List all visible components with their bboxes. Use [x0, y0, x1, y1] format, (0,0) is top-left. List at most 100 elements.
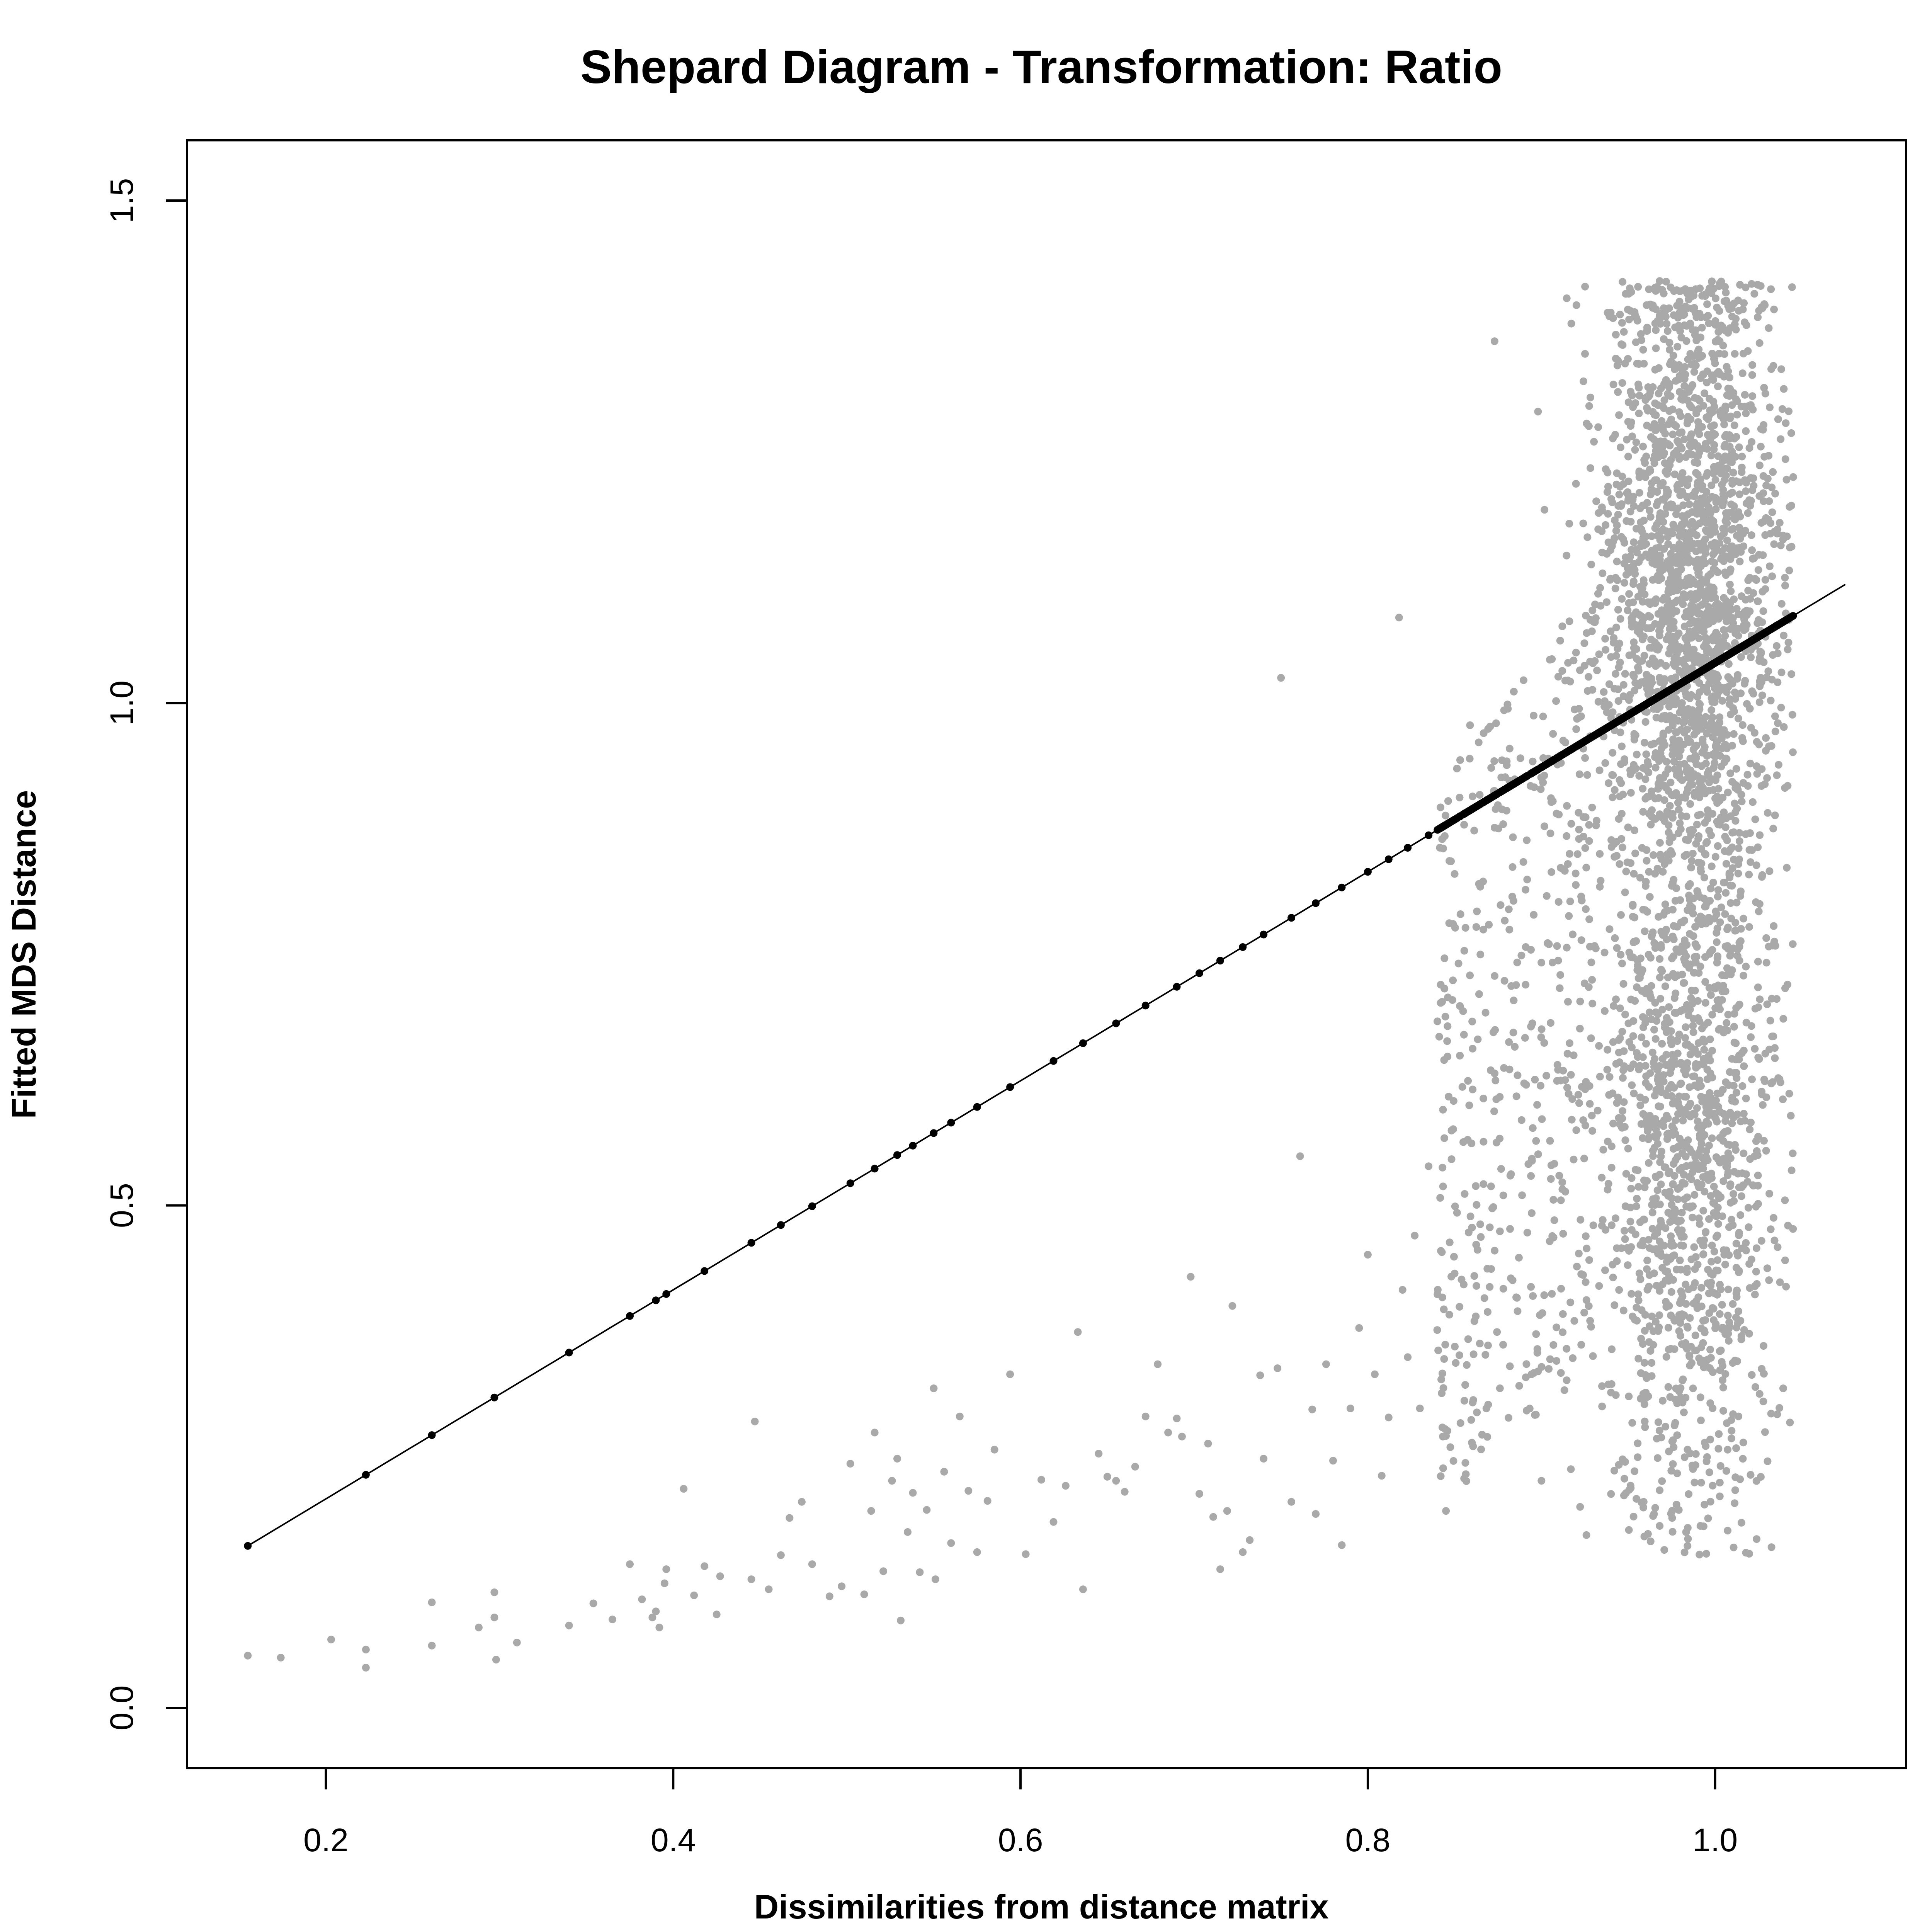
- observed-point: [1675, 1166, 1684, 1174]
- observed-point: [1658, 1005, 1667, 1014]
- observed-point: [1613, 852, 1621, 860]
- observed-point: [1509, 1029, 1517, 1037]
- observed-point: [751, 1417, 759, 1425]
- observed-point: [1580, 377, 1587, 385]
- observed-point: [662, 1565, 670, 1573]
- observed-point: [1681, 512, 1689, 520]
- observed-point: [1660, 782, 1668, 790]
- observed-point: [1704, 769, 1712, 777]
- observed-point: [1209, 1513, 1217, 1521]
- observed-point: [1755, 698, 1764, 706]
- observed-point: [1684, 1524, 1692, 1532]
- observed-point: [1782, 419, 1790, 427]
- observed-point: [1728, 1434, 1735, 1442]
- observed-point: [1511, 1043, 1519, 1051]
- observed-point: [1487, 764, 1495, 772]
- observed-point: [1776, 519, 1784, 527]
- observed-point: [1647, 1015, 1655, 1023]
- observed-point: [956, 1412, 964, 1420]
- observed-point: [490, 1613, 498, 1621]
- observed-point: [1740, 299, 1748, 307]
- observed-point: [1645, 1135, 1653, 1143]
- observed-point: [1666, 1393, 1674, 1401]
- observed-point: [1600, 688, 1608, 696]
- observed-point: [1690, 628, 1698, 636]
- observed-point: [1690, 723, 1698, 731]
- observed-point: [1671, 765, 1679, 773]
- observed-point: [1740, 1326, 1748, 1334]
- observed-point: [1687, 1161, 1695, 1169]
- observed-point: [1724, 384, 1732, 393]
- observed-point: [1766, 403, 1774, 412]
- observed-point: [1615, 411, 1623, 419]
- observed-point: [1648, 1048, 1656, 1056]
- observed-point: [1460, 1397, 1468, 1405]
- observed-point: [1628, 614, 1636, 622]
- observed-point: [1735, 443, 1743, 451]
- observed-point: [1651, 426, 1660, 434]
- observed-point: [1685, 1102, 1693, 1111]
- observed-point: [1675, 948, 1683, 956]
- observed-point: [1674, 504, 1682, 512]
- observed-point: [1517, 951, 1526, 959]
- observed-point: [1717, 277, 1725, 286]
- observed-point: [1631, 913, 1639, 922]
- observed-point: [1651, 1144, 1659, 1151]
- observed-point: [1518, 1191, 1526, 1199]
- observed-point: [1693, 506, 1701, 514]
- observed-point: [1638, 618, 1646, 626]
- observed-point: [1782, 1282, 1790, 1291]
- observed-point: [1500, 977, 1509, 985]
- observed-point: [1693, 820, 1701, 828]
- observed-point: [1767, 1225, 1775, 1233]
- observed-point: [1722, 971, 1730, 980]
- observed-point: [1645, 553, 1653, 561]
- observed-point: [1546, 829, 1554, 837]
- observed-point: [1456, 756, 1464, 764]
- observed-point: [1607, 495, 1615, 503]
- observed-point: [1714, 886, 1722, 894]
- observed-point: [1667, 1035, 1675, 1043]
- observed-point: [1633, 1195, 1641, 1203]
- observed-point: [1744, 782, 1752, 790]
- observed-point: [1680, 382, 1689, 390]
- observed-point: [1745, 923, 1753, 931]
- observed-point: [1643, 793, 1651, 801]
- observed-point: [1729, 525, 1737, 533]
- observed-point: [327, 1636, 335, 1644]
- observed-point: [1747, 858, 1755, 866]
- observed-point: [1717, 1286, 1725, 1294]
- observed-point: [1701, 1500, 1709, 1509]
- observed-point: [1656, 673, 1664, 682]
- observed-point: [1715, 498, 1723, 506]
- observed-point: [1764, 474, 1772, 483]
- observed-point: [1654, 785, 1662, 793]
- observed-point: [1737, 403, 1745, 411]
- observed-point: [1691, 1332, 1699, 1339]
- observed-point: [1680, 1548, 1689, 1556]
- observed-point: [1526, 1405, 1534, 1413]
- observed-point: [1639, 576, 1648, 584]
- observed-point: [1624, 452, 1632, 461]
- observed-point: [1720, 411, 1728, 419]
- observed-point: [1691, 1046, 1699, 1054]
- observed-point: [1699, 1339, 1707, 1347]
- observed-point: [1689, 910, 1697, 918]
- observed-point: [1638, 336, 1646, 344]
- observed-point: [1716, 1366, 1724, 1374]
- observed-point: [1585, 837, 1593, 845]
- observed-point: [1729, 704, 1737, 712]
- observed-point: [1576, 1025, 1584, 1032]
- observed-point: [1689, 646, 1697, 653]
- observed-point: [1655, 364, 1663, 372]
- observed-point: [1750, 290, 1759, 298]
- observed-point: [1491, 1026, 1499, 1034]
- observed-point: [1642, 1394, 1650, 1402]
- observed-point: [1655, 543, 1663, 551]
- observed-point: [1700, 1046, 1708, 1054]
- observed-point: [1696, 778, 1704, 786]
- observed-point: [1583, 1245, 1591, 1253]
- observed-point: [1682, 692, 1690, 700]
- observed-point: [1649, 1341, 1657, 1349]
- observed-point: [1631, 997, 1639, 1005]
